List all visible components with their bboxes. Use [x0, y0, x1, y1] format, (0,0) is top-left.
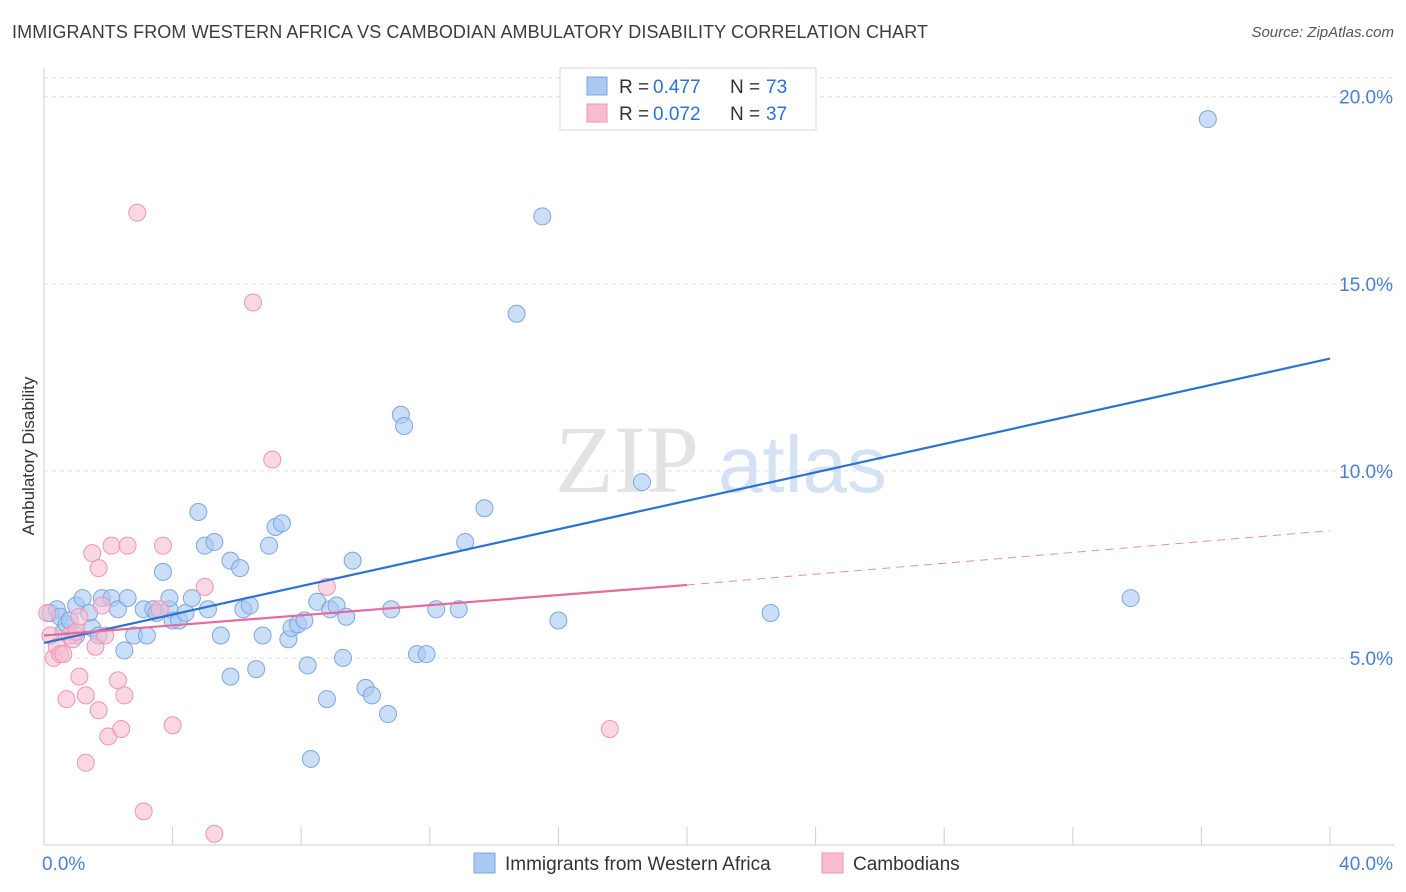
- stats-legend: R = 0.477 N = 73 R = 0.072 N = 37: [559, 67, 817, 131]
- series-immigrants-points: [41, 110, 1217, 768]
- legend-label-cambodians: Cambodians: [853, 854, 960, 875]
- trend-layer: [43, 357, 1331, 645]
- point-immigrants: [379, 705, 398, 724]
- point-cambodians: [70, 667, 89, 686]
- point-immigrants: [73, 589, 92, 608]
- point-immigrants: [221, 667, 240, 686]
- point-immigrants: [362, 686, 381, 705]
- watermark-atlas: atlas: [718, 420, 887, 509]
- point-immigrants: [253, 626, 272, 645]
- point-cambodians: [108, 671, 127, 690]
- watermark-zip: ZIP: [555, 406, 699, 513]
- point-cambodians: [163, 716, 182, 735]
- chart-title: IMMIGRANTS FROM WESTERN AFRICA VS CAMBOD…: [12, 22, 929, 42]
- point-immigrants: [301, 749, 320, 768]
- point-cambodians: [76, 753, 95, 772]
- point-cambodians: [153, 536, 172, 555]
- point-immigrants: [247, 660, 266, 679]
- point-immigrants: [198, 600, 217, 619]
- point-immigrants: [118, 589, 137, 608]
- point-cambodians: [243, 293, 262, 312]
- stats-r-value: 0.072: [653, 104, 701, 125]
- x-tick-label: 0.0%: [42, 854, 85, 875]
- point-cambodians: [195, 577, 214, 596]
- point-immigrants: [549, 611, 568, 630]
- legend-label-immigrants: Immigrants from Western Africa: [505, 854, 771, 875]
- stats-n-value: 37: [766, 104, 787, 125]
- point-cambodians: [128, 203, 147, 222]
- stats-r-value: 0.477: [653, 77, 701, 98]
- point-immigrants: [333, 648, 352, 667]
- point-immigrants: [761, 604, 780, 623]
- tick-labels: 5.0% 10.0% 15.0% 20.0% 0.0% 40.0%: [42, 88, 1393, 875]
- point-immigrants: [298, 656, 317, 675]
- point-cambodians: [83, 544, 102, 563]
- trend-line-cambodians: [43, 583, 688, 637]
- point-cambodians: [70, 607, 89, 626]
- point-immigrants: [115, 641, 134, 660]
- point-cambodians: [89, 559, 108, 578]
- point-immigrants: [449, 600, 468, 619]
- stats-n-value: 73: [766, 77, 787, 98]
- stats-n-label: N =: [730, 77, 765, 98]
- point-cambodians: [102, 536, 121, 555]
- point-immigrants: [231, 559, 250, 578]
- point-cambodians: [54, 645, 73, 664]
- point-cambodians: [600, 720, 619, 739]
- series-cambodians-points: [38, 203, 619, 843]
- point-cambodians: [317, 577, 336, 596]
- point-immigrants: [260, 536, 279, 555]
- point-immigrants: [507, 304, 526, 323]
- point-cambodians: [112, 720, 131, 739]
- stats-legend-swatch-blue: [586, 76, 608, 96]
- point-immigrants: [1121, 589, 1140, 608]
- chart-source: Source: ZipAtlas.com: [1251, 24, 1394, 41]
- y-tick-label: 15.0%: [1339, 275, 1393, 296]
- point-cambodians: [89, 701, 108, 720]
- point-cambodians: [38, 604, 57, 623]
- point-immigrants: [1198, 110, 1217, 129]
- y-tick-label: 20.0%: [1339, 88, 1393, 109]
- point-cambodians: [57, 690, 76, 709]
- point-cambodians: [263, 450, 282, 469]
- point-cambodians: [92, 596, 111, 615]
- y-tick-label: 10.0%: [1339, 462, 1393, 483]
- x-tick-label: 40.0%: [1339, 854, 1393, 875]
- trend-extension-cambodians: [686, 530, 1331, 586]
- point-immigrants: [533, 207, 552, 226]
- point-immigrants: [317, 690, 336, 709]
- point-immigrants: [632, 473, 651, 492]
- point-immigrants: [475, 499, 494, 518]
- point-cambodians: [134, 802, 153, 821]
- point-immigrants: [137, 626, 156, 645]
- point-cambodians: [205, 824, 224, 843]
- series-layer: [38, 110, 1217, 843]
- y-tick-label: 5.0%: [1350, 649, 1393, 670]
- point-immigrants: [395, 416, 414, 435]
- point-immigrants: [272, 514, 291, 533]
- legend-swatch-immigrants: [473, 852, 496, 874]
- stats-r-label: R =: [619, 104, 654, 125]
- stats-r-label: R =: [619, 77, 654, 98]
- point-cambodians: [76, 686, 95, 705]
- stats-legend-swatch-pink: [586, 103, 608, 123]
- legend-swatch-cambodians: [821, 852, 844, 874]
- point-immigrants: [417, 645, 436, 664]
- point-immigrants: [153, 562, 172, 581]
- point-immigrants: [211, 626, 230, 645]
- trend-line-immigrants: [43, 357, 1331, 645]
- axes-layer: [43, 68, 1394, 846]
- point-immigrants: [205, 532, 224, 551]
- point-cambodians: [115, 686, 134, 705]
- point-immigrants: [189, 503, 208, 522]
- y-axis-label: Ambulatory Disability: [19, 376, 38, 535]
- point-immigrants: [343, 551, 362, 570]
- watermark: ZIP atlas: [555, 406, 887, 513]
- stats-n-label: N =: [730, 104, 765, 125]
- point-cambodians: [118, 536, 137, 555]
- series-legend: Immigrants from Western Africa Cambodian…: [473, 852, 960, 875]
- point-immigrants: [182, 589, 201, 608]
